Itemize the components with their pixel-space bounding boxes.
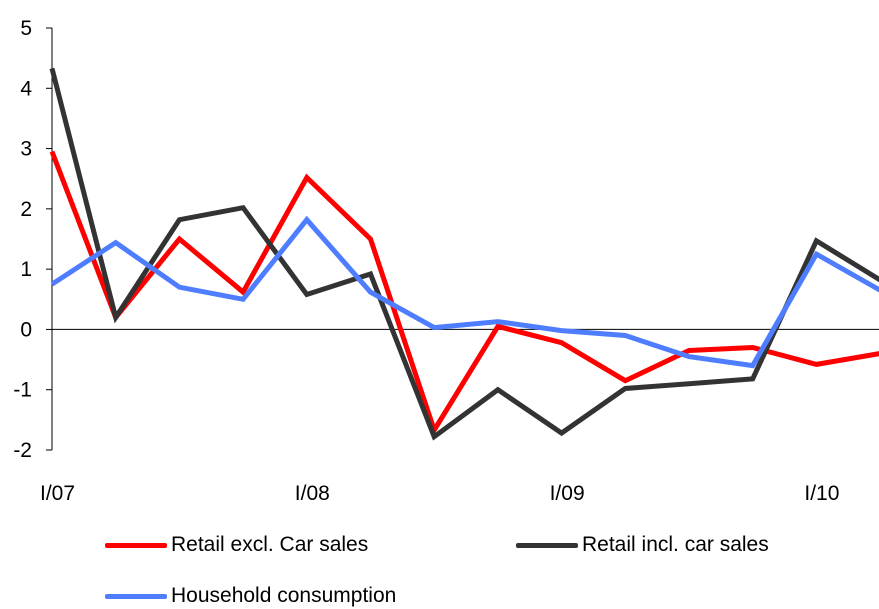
x-tick-label: I/09 [550,482,585,505]
legend-label-retail-excl: Retail excl. Car sales [171,533,369,556]
y-tick-label: 5 [20,17,32,40]
legend-swatch-household [105,593,167,599]
legend-label-household: Household consumption [171,584,397,607]
y-tick-label: 1 [20,258,32,281]
series-line-2 [50,215,879,369]
y-tick-label: 0 [20,318,32,341]
legend-label-retail-incl: Retail incl. car sales [582,533,769,556]
x-axis: I/07 I/08 I/09 I/10 [40,328,879,505]
legend-swatch-retail-incl [516,542,578,548]
y-tick-label: -2 [13,439,32,462]
series-layer [49,67,879,441]
series-line-1 [49,67,879,441]
y-tick-label: 2 [20,198,32,221]
y-tick-label: 4 [20,77,32,100]
legend-item-retail-incl: Retail incl. car sales [516,533,769,557]
y-tick-label: -1 [13,379,32,402]
legend-swatch-retail-excl [105,542,167,548]
legend-item-retail-excl: Retail excl. Car sales [105,533,368,557]
series-line-0 [49,150,879,436]
x-tick-label: I/07 [40,482,75,505]
x-tick-label: I/10 [804,482,839,505]
legend-item-household: Household consumption [105,584,396,608]
y-axis: -2 -1 0 1 2 3 4 5 [13,17,53,462]
y-tick-label: 3 [20,138,32,161]
x-tick-label: I/08 [295,482,330,505]
